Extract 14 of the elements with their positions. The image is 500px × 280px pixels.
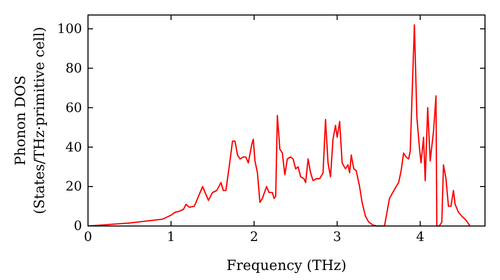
y-tick-label: 80 <box>65 61 82 76</box>
x-tick-label: 4 <box>416 230 424 246</box>
y-tick-label: 40 <box>65 140 82 156</box>
y-tick-label: 60 <box>65 100 82 116</box>
y-axis-title: Phonon DOS (States/THz·primitive cell) <box>13 26 48 214</box>
line-series <box>87 24 471 227</box>
x-tick-label: 1 <box>166 230 176 246</box>
y-tick-label: 100 <box>57 22 82 37</box>
x-tick-label: 0 <box>84 230 92 246</box>
x-tick-label: 2 <box>250 230 258 246</box>
x-axis-title: Frequency (THz) <box>226 258 347 274</box>
x-tick-label: 3 <box>333 230 342 246</box>
y-tick-label: 20 <box>65 180 82 195</box>
y-tick-label: 0 <box>74 219 82 234</box>
